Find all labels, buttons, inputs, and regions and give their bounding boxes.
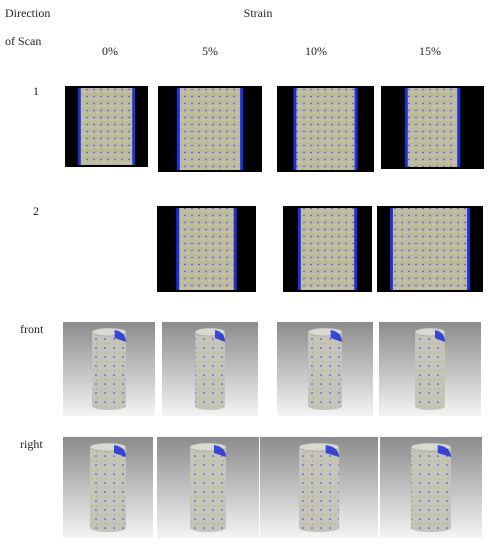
- damage-zone: [114, 445, 126, 457]
- row-label: front: [20, 322, 44, 336]
- cylinder-bottom: [411, 524, 451, 532]
- damage-zone: [435, 330, 445, 342]
- column-label: 15%: [419, 44, 441, 58]
- cylinder-body: [308, 332, 342, 406]
- cylinder-body: [195, 332, 225, 406]
- cylinder-body: [299, 447, 339, 528]
- scan-specimen: [300, 208, 355, 290]
- damage-zone: [325, 445, 339, 457]
- row-label: 2: [33, 204, 39, 218]
- cylinder-bottom: [190, 524, 226, 532]
- row-title: of Scan: [5, 34, 41, 48]
- cylinder-bottom: [92, 402, 126, 410]
- scan-specimen: [179, 208, 234, 290]
- column-label: 0%: [102, 44, 118, 58]
- scan-specimen: [296, 88, 355, 170]
- scan-specimen: [407, 88, 458, 167]
- cylinder-bottom: [195, 402, 225, 410]
- column-title: Strain: [244, 6, 273, 20]
- cylinder-body: [411, 447, 451, 528]
- damage-zone: [214, 445, 226, 457]
- cylinder-body: [415, 332, 445, 406]
- row-title: Direction: [5, 6, 50, 20]
- row-label: right: [20, 437, 43, 451]
- damage-zone: [437, 445, 451, 457]
- column-label: 10%: [305, 44, 327, 58]
- cylinder-bottom: [90, 524, 126, 532]
- cylinder-bottom: [299, 524, 339, 532]
- cylinder-bottom: [308, 402, 342, 410]
- damage-zone: [215, 330, 225, 342]
- scan-specimen: [179, 88, 241, 170]
- cylinder-body: [92, 332, 126, 406]
- cylinder-body: [190, 447, 226, 528]
- cylinder-body: [90, 447, 126, 528]
- row-label: 1: [33, 84, 39, 98]
- damage-zone: [330, 330, 342, 342]
- scan-specimen: [80, 88, 133, 165]
- column-label: 5%: [202, 44, 218, 58]
- damage-zone: [114, 330, 126, 342]
- scan-specimen: [392, 208, 468, 290]
- cylinder-bottom: [415, 402, 445, 410]
